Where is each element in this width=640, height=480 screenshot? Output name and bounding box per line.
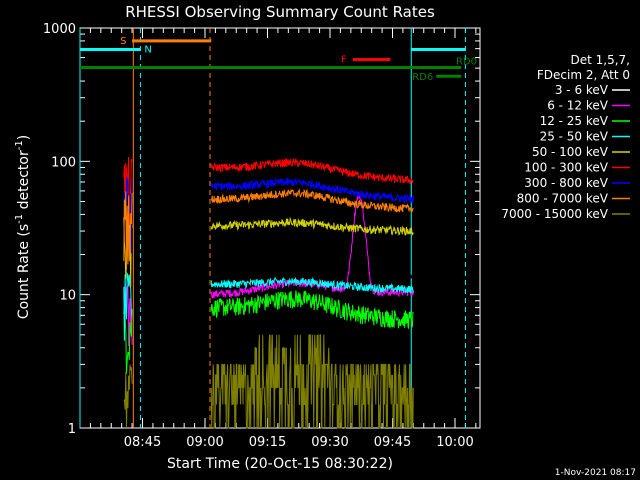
- series-line-100-300keV: [210, 157, 414, 185]
- annotation-n-label: N: [144, 44, 151, 55]
- reference-lines: [79, 28, 466, 428]
- series-line-25-50keV: [210, 276, 414, 294]
- y-axis-label-mid: detector: [16, 150, 32, 214]
- legend-entry-label: 3 - 6 keV: [555, 83, 609, 97]
- y-tick-label: 10: [59, 289, 76, 304]
- legend-entry-label: 12 - 25 keV: [540, 114, 609, 128]
- series-line-12-25keV: [210, 290, 414, 329]
- x-tick-label: 08:45: [124, 435, 161, 450]
- annotation-f-label: F: [341, 55, 347, 66]
- x-tick-label: 10:00: [436, 435, 473, 450]
- legend-entry-label: 6 - 12 keV: [547, 99, 609, 113]
- footer-timestamp: 1-Nov-2021 08:17: [555, 468, 636, 478]
- chart-title: RHESSI Observing Summary Count Rates: [125, 3, 435, 21]
- x-tick-label: 09:15: [249, 435, 286, 450]
- x-tick-label: 09:45: [374, 435, 411, 450]
- y-tick-label: 1000: [43, 22, 76, 37]
- legend-entry-label: 50 - 100 keV: [532, 145, 609, 159]
- series-line-50-100keV: [210, 216, 414, 237]
- legend-entry-label: 100 - 300 keV: [524, 161, 608, 175]
- legend: Det 1,5,7,FDecim 2, Att 03 - 6 keV 6 - 12…: [501, 53, 630, 221]
- legend-entry-label: 7000 - 15000 keV: [501, 207, 608, 221]
- annotation-rd0-label: RD0: [456, 57, 477, 68]
- y-axis-label-sup1: -1: [14, 214, 25, 224]
- legend-entry-label: 300 - 800 keV: [524, 176, 608, 190]
- series-line-3-6keV: [210, 205, 414, 284]
- series-line-800-7000keV: [210, 188, 414, 214]
- series-line-7000-15000keV: [123, 364, 133, 429]
- series-line-300-800keV: [123, 177, 133, 254]
- legend-header-line: Det 1,5,7,: [571, 53, 631, 67]
- series-line-800-7000keV: [123, 191, 133, 269]
- legend-entry-label: 25 - 50 keV: [540, 130, 609, 144]
- series-line-25-50keV: [123, 271, 133, 341]
- y-axis-label-prefix: Count Rate (s: [16, 224, 32, 319]
- y-axis-label-suffix: ): [16, 135, 32, 140]
- y-tick-label: 100: [51, 155, 76, 170]
- series-line-6-12keV: [210, 192, 414, 300]
- series-lines: [123, 156, 414, 429]
- series-line-300-800keV: [210, 176, 414, 205]
- y-ticks: 1 10 100 1000: [43, 22, 480, 437]
- legend-header-line: FDecim 2, Att 0: [537, 68, 630, 82]
- legend-entry-label: 800 - 7000 keV: [517, 192, 609, 206]
- annotation-rd6-label: RD6: [412, 72, 433, 83]
- x-tick-label: 09:00: [186, 435, 223, 450]
- plot-area: 1 10 100 1000 08:45 09:00 09:15 09:30 09:45 10:00…: [43, 22, 481, 450]
- x-tick-label: 09:30: [311, 435, 348, 450]
- y-tick-label: 1: [68, 422, 76, 437]
- annotation-s-label: S: [120, 36, 126, 47]
- svg-text:Count Rate (s-1 detector-1): Count Rate (s-1 detector-1): [14, 135, 32, 319]
- y-axis-label: Count Rate (s-1 detector-1): [14, 135, 32, 319]
- series-line-7000-15000keV: [210, 334, 414, 429]
- x-axis-label: Start Time (20-Oct-15 08:30:22): [167, 456, 393, 472]
- y-axis-label-sup2: -1: [14, 140, 25, 150]
- annotations: S N F RD0 RD6: [80, 36, 477, 83]
